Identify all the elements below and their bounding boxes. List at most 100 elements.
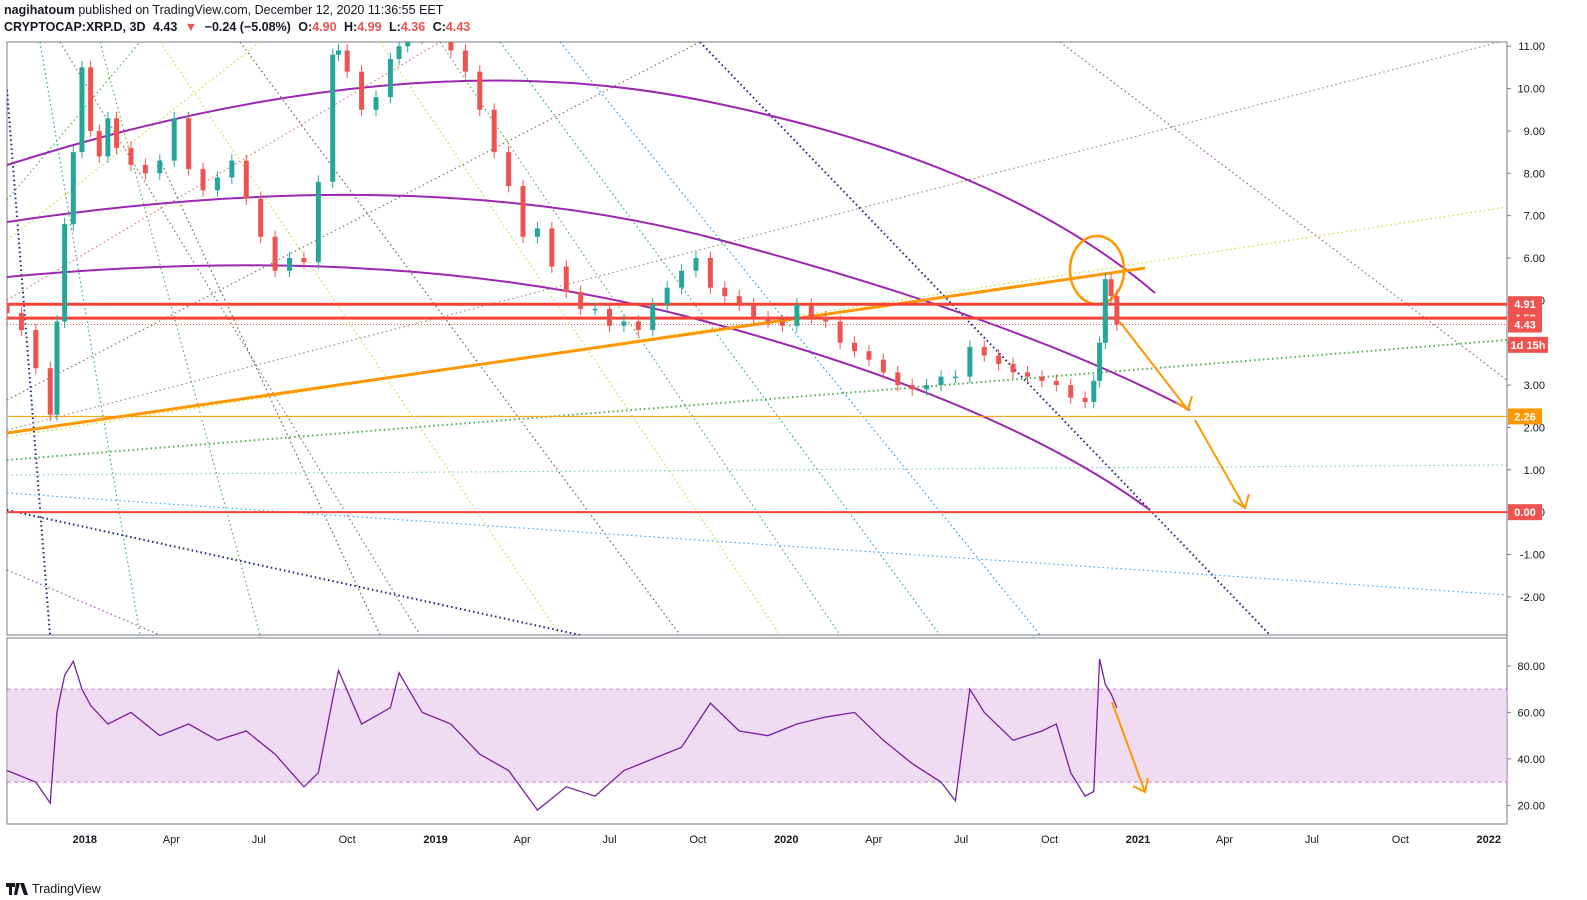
candle-body[interactable] (229, 160, 235, 178)
candle-body[interactable] (1068, 385, 1074, 398)
candle-body[interactable] (1039, 376, 1045, 381)
gann-line[interactable] (7, 206, 1507, 438)
gann-line[interactable] (99, 42, 261, 635)
candle-body[interactable] (243, 160, 249, 199)
candle-body[interactable] (779, 321, 785, 326)
candle-body[interactable] (70, 152, 76, 225)
candle-body[interactable] (549, 228, 555, 267)
candle-body[interactable] (1010, 363, 1016, 373)
candle-body[interactable] (344, 50, 350, 72)
candle-body[interactable] (477, 71, 483, 110)
candle-body[interactable] (448, 34, 454, 51)
support-trendline[interactable] (7, 266, 1146, 435)
gann-line[interactable] (159, 159, 381, 635)
gann-line[interactable] (7, 42, 141, 201)
gann-line[interactable] (559, 42, 1041, 635)
candle-body[interactable] (808, 304, 814, 318)
candle-body[interactable] (142, 164, 148, 174)
candle-body[interactable] (330, 54, 336, 182)
candle-body[interactable] (924, 385, 930, 390)
candle-body[interactable] (258, 198, 264, 237)
candle-body[interactable] (387, 58, 393, 98)
candle-body[interactable] (1053, 380, 1059, 386)
candle-body[interactable] (1024, 372, 1030, 377)
candle-body[interactable] (105, 118, 111, 157)
candle-body[interactable] (578, 291, 584, 309)
candle-body[interactable] (186, 118, 192, 170)
candle-body[interactable] (62, 224, 68, 322)
candle-body[interactable] (88, 67, 94, 131)
gann-line[interactable] (7, 509, 581, 635)
gann-line[interactable] (39, 42, 141, 635)
candle-body[interactable] (54, 321, 60, 415)
candle-body[interactable] (287, 258, 293, 271)
candle-body[interactable] (373, 97, 379, 110)
candle-body[interactable] (1097, 342, 1103, 381)
rsi-projection-arrow[interactable] (1111, 701, 1146, 793)
gann-line[interactable] (699, 42, 1271, 635)
gann-line[interactable] (499, 42, 941, 635)
candle-body[interactable] (650, 304, 656, 331)
candle-body[interactable] (967, 346, 973, 377)
candle-body[interactable] (909, 385, 915, 390)
candle-body[interactable] (621, 321, 627, 326)
candle-body[interactable] (33, 330, 39, 369)
candle-body[interactable] (157, 160, 163, 174)
candle-body[interactable] (736, 296, 742, 305)
candle-body[interactable] (880, 359, 886, 373)
candle-body[interactable] (679, 270, 685, 288)
candle-body[interactable] (1091, 380, 1097, 403)
candle-body[interactable] (171, 118, 177, 161)
candle-body[interactable] (534, 228, 540, 237)
candle-body[interactable] (491, 109, 497, 153)
candle-body[interactable] (707, 258, 713, 288)
gann-line[interactable] (7, 42, 261, 241)
gann-line[interactable] (7, 464, 1507, 476)
candle-body[interactable] (722, 287, 728, 297)
candle-body[interactable] (79, 67, 85, 153)
rsi-line[interactable] (7, 658, 1118, 811)
candle-body[interactable] (981, 346, 987, 356)
candle-body[interactable] (1114, 296, 1120, 325)
candle-body[interactable] (506, 152, 512, 187)
candle-body[interactable] (405, 38, 411, 47)
gann-line[interactable] (7, 89, 51, 635)
gann-line[interactable] (7, 42, 441, 301)
candle-body[interactable] (895, 372, 901, 386)
candle-body[interactable] (751, 304, 757, 318)
candle-body[interactable] (852, 342, 858, 352)
candle-body[interactable] (996, 355, 1002, 364)
symbol-label[interactable]: CRYPTOCAP:XRP.D, 3D (4, 20, 146, 34)
candle-body[interactable] (952, 376, 958, 379)
candle-body[interactable] (1102, 279, 1108, 343)
candle-body[interactable] (272, 236, 278, 271)
candle-body[interactable] (664, 287, 670, 305)
gann-line[interactable] (7, 492, 1507, 596)
candle-body[interactable] (128, 147, 134, 165)
candles-series[interactable] (5, 14, 1120, 422)
fib-arc[interactable] (7, 79, 1156, 294)
candle-body[interactable] (336, 50, 342, 55)
candle-body[interactable] (47, 368, 53, 415)
candle-body[interactable] (359, 71, 365, 110)
candle-body[interactable] (301, 258, 307, 263)
candle-body[interactable] (592, 308, 598, 311)
gann-line[interactable] (7, 569, 161, 635)
candle-body[interactable] (606, 308, 612, 326)
projection-arrow[interactable] (1194, 419, 1246, 509)
gann-line[interactable] (239, 42, 681, 635)
candle-body[interactable] (214, 177, 220, 191)
candle-body[interactable] (635, 321, 641, 331)
footer-brand[interactable]: TradingView (6, 882, 101, 896)
candle-body[interactable] (114, 118, 120, 148)
candle-body[interactable] (693, 258, 699, 271)
candle-body[interactable] (520, 186, 526, 237)
candle-body[interactable] (396, 46, 402, 59)
candle-body[interactable] (837, 321, 843, 343)
drawing-tools-layer[interactable] (7, 40, 1507, 635)
candle-body[interactable] (5, 304, 10, 314)
candle-body[interactable] (794, 304, 800, 326)
gann-line[interactable] (7, 339, 1507, 461)
gann-line[interactable] (1059, 42, 1507, 381)
